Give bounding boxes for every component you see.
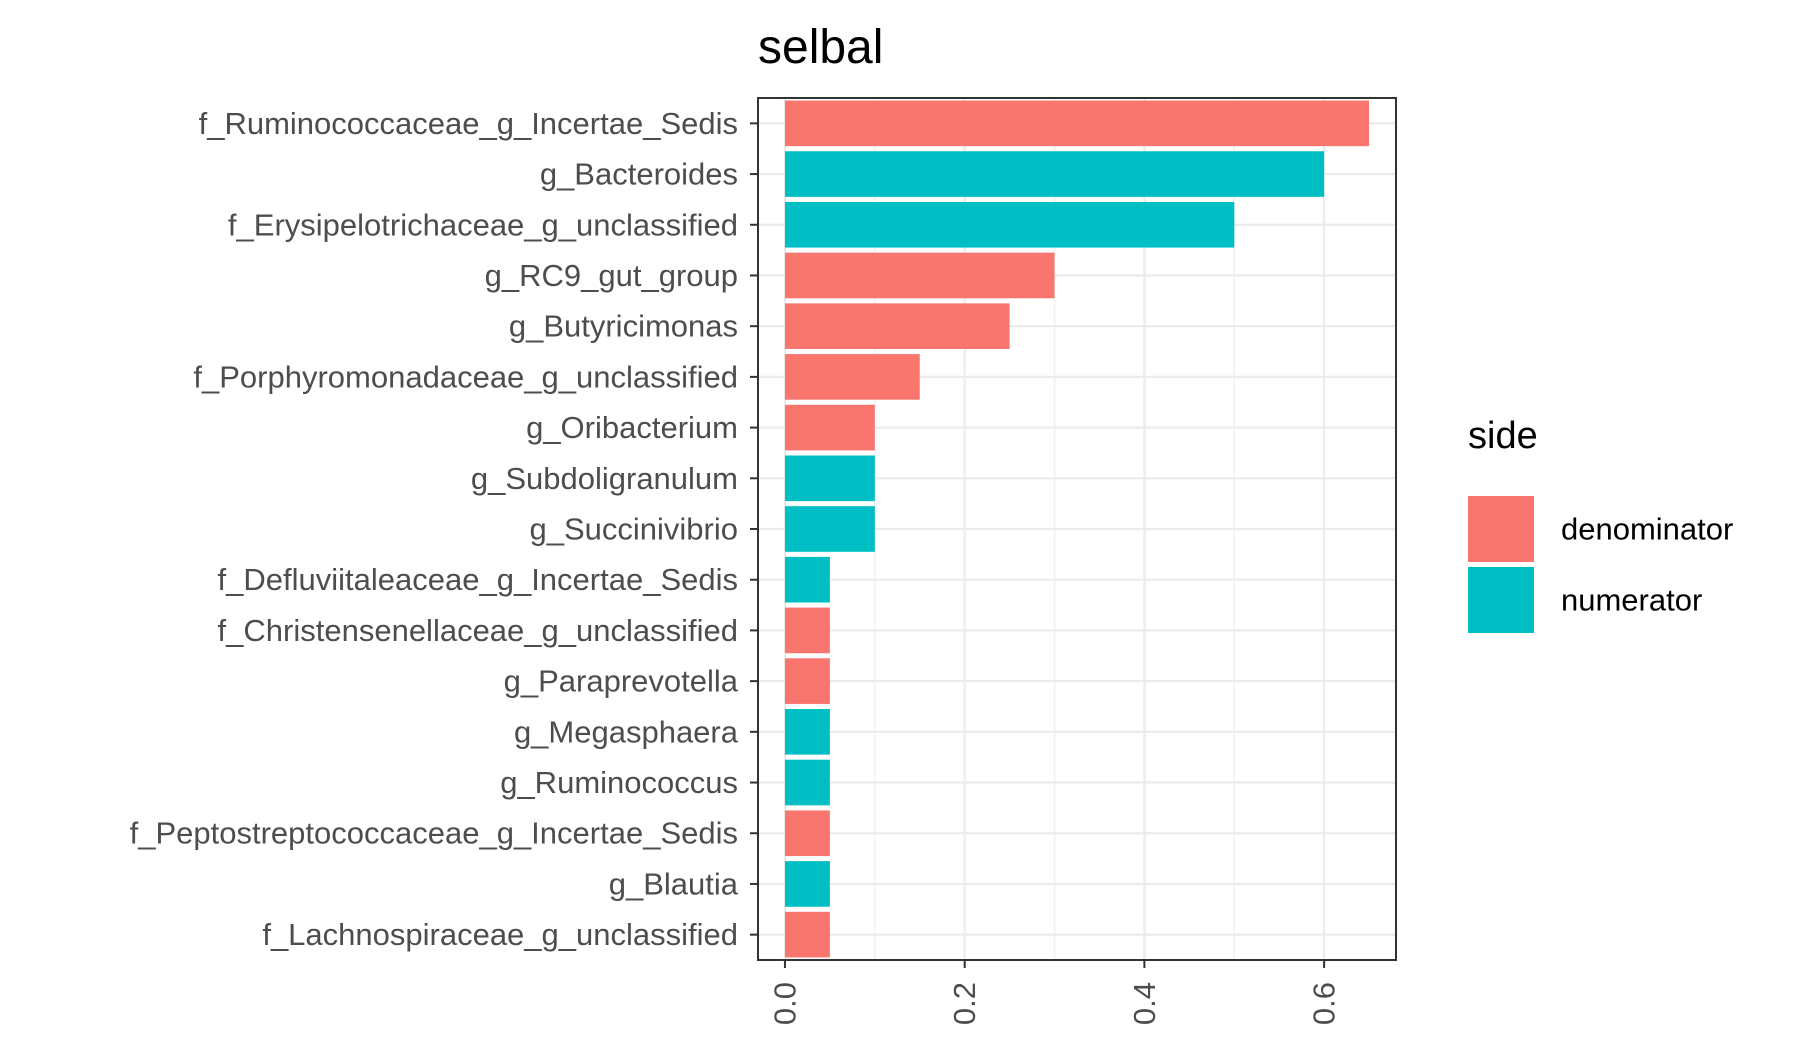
legend-key-numerator: [1468, 567, 1534, 633]
bar-g_Paraprevotella: [784, 658, 830, 704]
y-tick-label: g_RC9_gut_group: [485, 258, 738, 293]
y-tick-label: g_Megasphaera: [514, 714, 739, 749]
y-tick-label: f_Christensenellaceae_g_unclassified: [218, 613, 738, 648]
legend-key-denominator: [1468, 496, 1534, 562]
y-tick-label: g_Succinivibrio: [530, 512, 739, 547]
bar-f_Erysipelotrichaceae_g_unclassified: [784, 201, 1235, 248]
bar-g_Butyricimonas: [784, 303, 1010, 349]
bar-g_Subdoligranulum: [784, 455, 875, 502]
bar-g_RC9_gut_group: [784, 252, 1055, 299]
plot-panel: f_Ruminococcaceae_g_Incertae_Sedis g_Bact…: [130, 97, 1397, 1025]
y-tick-label: g_Paraprevotella: [504, 664, 739, 699]
y-tick-label: f_Lachnospiraceae_g_unclassified: [262, 917, 738, 952]
legend: side denominator numerator: [1468, 415, 1733, 633]
bar-f_Porphyromonadaceae_g_unclassified: [784, 354, 920, 400]
bar-f_Christensenellaceae_g_unclassified: [784, 607, 830, 654]
bar-g_Ruminococcus: [784, 759, 830, 806]
y-tick-label: f_Porphyromonadaceae_g_unclassified: [193, 359, 738, 394]
y-tick-label: g_Ruminococcus: [500, 765, 738, 800]
bar-g_Oribacterium: [784, 404, 875, 451]
bar-f_Ruminococcaceae_g_Incertae_Sedis: [784, 100, 1370, 147]
y-tick-label: g_Subdoligranulum: [471, 461, 738, 496]
x-tick-label: 0.4: [1127, 982, 1162, 1025]
y-tick-label: f_Ruminococcaceae_g_Incertae_Sedis: [199, 106, 738, 141]
x-tick-label: 0.2: [947, 982, 982, 1025]
y-tick-label: g_Butyricimonas: [509, 309, 738, 344]
bar-g_Succinivibrio: [784, 506, 875, 552]
bar-g_Bacteroides: [784, 151, 1325, 197]
y-tick-label: f_Peptostreptococcaceae_g_Incertae_Sedis: [130, 816, 738, 851]
x-tick-label: 0.6: [1307, 982, 1342, 1025]
bar-f_Lachnospiraceae_g_unclassified: [784, 911, 830, 958]
x-tick-label: 0.0: [767, 982, 802, 1025]
y-tick-label: f_Erysipelotrichaceae_g_unclassified: [228, 207, 738, 242]
y-tick-label: g_Bacteroides: [540, 157, 738, 192]
bar-g_Blautia: [784, 861, 830, 907]
legend-title: side: [1468, 415, 1538, 457]
y-tick-label: f_Defluviitaleaceae_g_Incertae_Sedis: [218, 562, 738, 597]
bar-f_Defluviitaleaceae_g_Incertae_Sedis: [784, 556, 830, 603]
bar-f_Peptostreptococcaceae_g_Incertae_Sedis: [784, 810, 830, 857]
y-tick-label: g_Blautia: [609, 866, 739, 901]
legend-label-numerator: numerator: [1561, 583, 1702, 618]
bar-g_Megasphaera: [784, 709, 830, 755]
legend-label-denominator: denominator: [1561, 512, 1733, 547]
y-tick-label: g_Oribacterium: [526, 410, 738, 445]
chart-title: selbal: [758, 21, 883, 74]
